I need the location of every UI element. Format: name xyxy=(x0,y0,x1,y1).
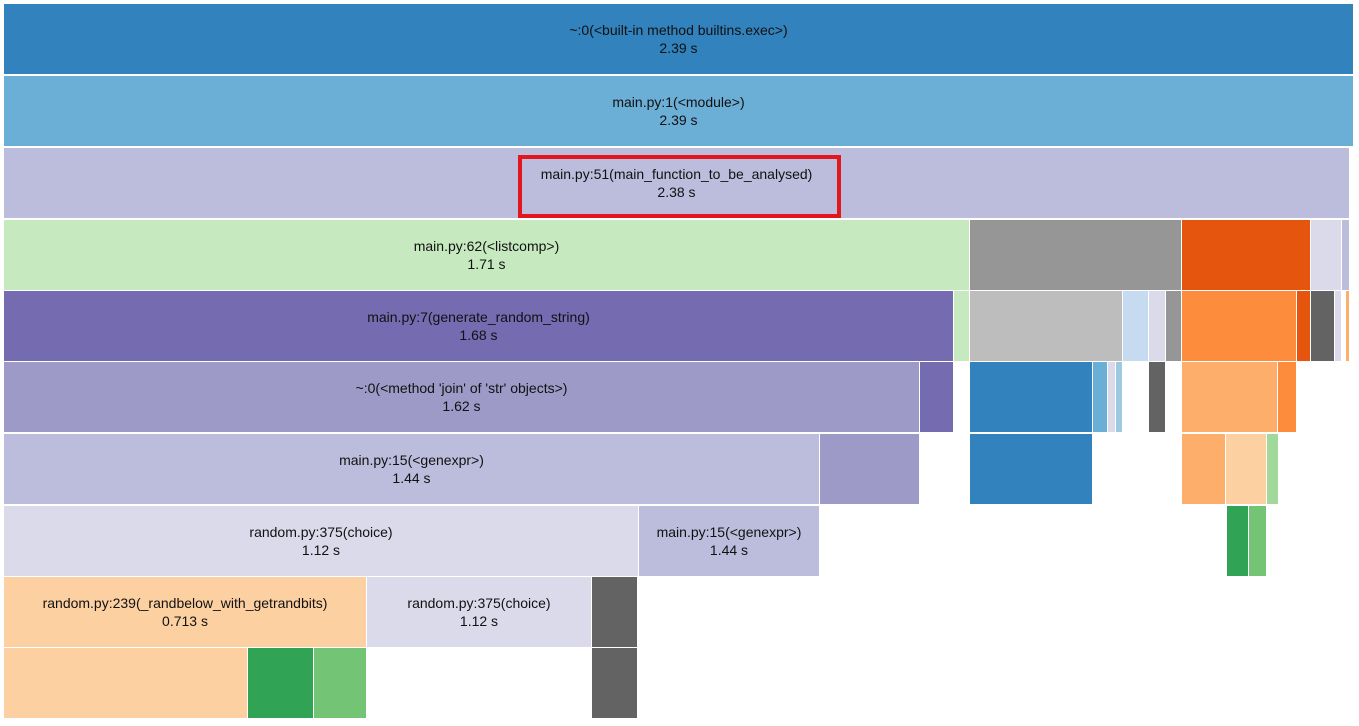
frame-block-unlabeled[interactable] xyxy=(970,220,1182,291)
frame-block-unlabeled[interactable] xyxy=(1093,362,1108,433)
frame-function-label: random.py:375(choice) xyxy=(249,524,393,540)
frame-block-unlabeled[interactable] xyxy=(920,362,954,433)
frame-time-label: 1.62 s xyxy=(442,398,481,414)
frame-block-unlabeled[interactable] xyxy=(1311,220,1342,291)
frame-block-unlabeled[interactable] xyxy=(970,362,1093,433)
frame-block[interactable]: main.py:15(<genexpr>) 1.44 s xyxy=(4,434,820,505)
frame-block[interactable]: ~:0(<built-in method builtins.exec>) 2.39… xyxy=(4,4,1354,75)
frame-block[interactable]: random.py:375(choice) 1.12 s xyxy=(4,506,639,577)
frame-block-unlabeled[interactable] xyxy=(970,291,1123,362)
frame-block-unlabeled[interactable] xyxy=(1182,291,1297,362)
frame-block[interactable]: main.py:15(<genexpr>) 1.44 s xyxy=(639,506,820,577)
frame-block[interactable]: main.py:62(<listcomp>) 1.71 s xyxy=(4,220,970,291)
frame-block[interactable]: random.py:239(_randbelow_with_getrandbit… xyxy=(4,577,367,648)
frame-block-unlabeled[interactable] xyxy=(1108,362,1116,433)
frame-block-unlabeled[interactable] xyxy=(1311,291,1335,362)
frame-block[interactable]: ~:0(<method 'join' of 'str' objects>) 1.6… xyxy=(4,362,920,433)
frame-block-unlabeled[interactable] xyxy=(592,648,638,719)
frame-block-unlabeled[interactable] xyxy=(314,648,367,719)
frame-block[interactable]: main.py:1(<module>) 2.39 s xyxy=(4,76,1354,147)
frame-time-label: 1.12 s xyxy=(301,542,341,558)
frame-block-unlabeled[interactable] xyxy=(1346,291,1350,362)
frame-block-unlabeled[interactable] xyxy=(1278,362,1297,433)
frame-time-label: 2.39 s xyxy=(659,112,698,128)
frame-block-unlabeled[interactable] xyxy=(970,434,1093,505)
frame-block-unlabeled[interactable] xyxy=(1297,291,1311,362)
frame-block-unlabeled[interactable] xyxy=(1335,291,1342,362)
frame-block-unlabeled[interactable] xyxy=(1226,434,1267,505)
frame-time-label: 0.713 s xyxy=(162,613,208,629)
frame-block-unlabeled[interactable] xyxy=(1123,291,1149,362)
frame-block-unlabeled[interactable] xyxy=(1149,291,1166,362)
frame-block-unlabeled[interactable] xyxy=(1149,362,1166,433)
frame-block-unlabeled[interactable] xyxy=(592,577,638,648)
frame-time-label: 2.39 s xyxy=(659,40,698,56)
frame-function-label: ~:0(<built-in method builtins.exec>) xyxy=(569,22,788,38)
frame-block[interactable]: main.py:51(main_function_to_be_analysed)… xyxy=(4,148,1350,219)
frame-block-unlabeled[interactable] xyxy=(1166,291,1182,362)
frame-time-label: 1.44 s xyxy=(392,470,431,486)
frame-function-label: ~:0(<method 'join' of 'str' objects>) xyxy=(355,380,568,396)
frame-time-label: 1.44 s xyxy=(709,542,749,558)
frame-function-label: random.py:375(choice) xyxy=(407,595,551,611)
frame-block-unlabeled[interactable] xyxy=(1116,362,1123,433)
frame-time-label: 1.68 s xyxy=(459,327,498,343)
frame-time-label: 2.38 s xyxy=(657,184,696,200)
frame-function-label: main.py:51(main_function_to_be_analysed) xyxy=(540,166,813,182)
frame-function-label: main.py:62(<listcomp>) xyxy=(413,238,560,254)
frame-block-unlabeled[interactable] xyxy=(4,648,248,719)
frame-function-label: random.py:239(_randbelow_with_getrandbit… xyxy=(42,595,328,611)
frame-block-unlabeled[interactable] xyxy=(1227,506,1249,577)
frame-block-unlabeled[interactable] xyxy=(1182,362,1278,433)
frame-block-unlabeled[interactable] xyxy=(820,434,920,505)
frame-block-unlabeled[interactable] xyxy=(1342,220,1350,291)
frame-block[interactable]: random.py:375(choice) 1.12 s xyxy=(367,577,592,648)
frame-function-label: main.py:7(generate_random_string) xyxy=(367,309,590,325)
frame-block-unlabeled[interactable] xyxy=(1267,434,1279,505)
frame-block-unlabeled[interactable] xyxy=(1182,220,1311,291)
frame-block[interactable]: main.py:7(generate_random_string) 1.68 s xyxy=(4,291,954,362)
frame-function-label: main.py:1(<module>) xyxy=(612,94,745,110)
frame-block-unlabeled[interactable] xyxy=(1249,506,1267,577)
frame-function-label: main.py:15(<genexpr>) xyxy=(339,452,484,468)
frame-block-unlabeled[interactable] xyxy=(248,648,314,719)
frame-block-unlabeled[interactable] xyxy=(954,291,970,362)
frame-function-label: main.py:15(<genexpr>) xyxy=(656,524,802,540)
frame-block-unlabeled[interactable] xyxy=(1182,434,1226,505)
frame-time-label: 1.12 s xyxy=(459,613,499,629)
frame-time-label: 1.71 s xyxy=(467,256,506,272)
